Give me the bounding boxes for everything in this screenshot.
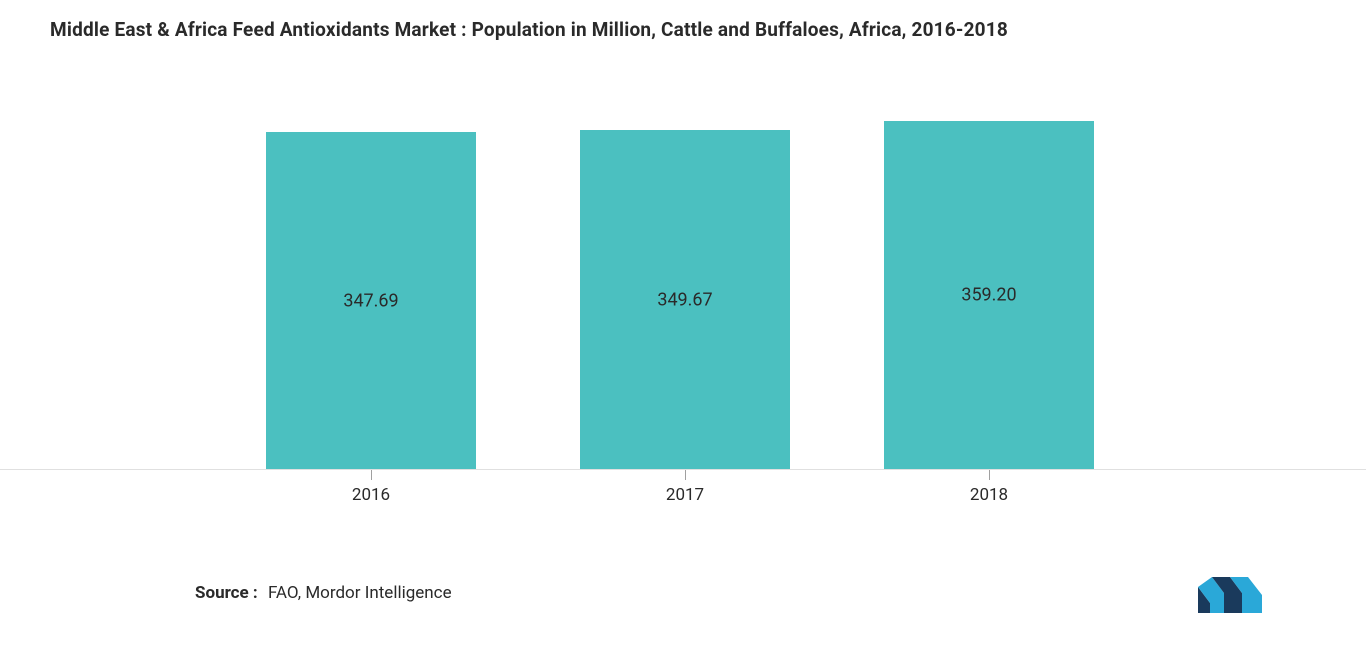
bar-value-label: 349.67 (580, 289, 790, 310)
axis-tick (989, 470, 990, 480)
x-axis-label: 2018 (970, 485, 1008, 505)
x-axis-label: 2016 (352, 485, 390, 505)
bar-value-label: 359.20 (884, 285, 1094, 306)
bar-2017: 349.67 (580, 130, 790, 469)
source-text: FAO, Mordor Intelligence (268, 583, 452, 603)
bar-2016: 347.69 (266, 132, 476, 469)
bar-value-label: 347.69 (266, 290, 476, 311)
axis-tick (685, 470, 686, 480)
axis-tick (371, 470, 372, 480)
bar-2018: 359.20 (884, 121, 1094, 469)
source-citation: Source : FAO, Mordor Intelligence (195, 583, 452, 603)
x-axis-label: 2017 (666, 485, 704, 505)
chart-plot-area: 347.69 349.67 359.20 2016 2017 2018 (0, 115, 1366, 515)
mordor-logo-icon (1196, 575, 1266, 615)
chart-title: Middle East & Africa Feed Antioxidants M… (50, 18, 1008, 41)
bars-container: 347.69 349.67 359.20 (0, 115, 1366, 470)
source-label: Source : (195, 583, 258, 603)
